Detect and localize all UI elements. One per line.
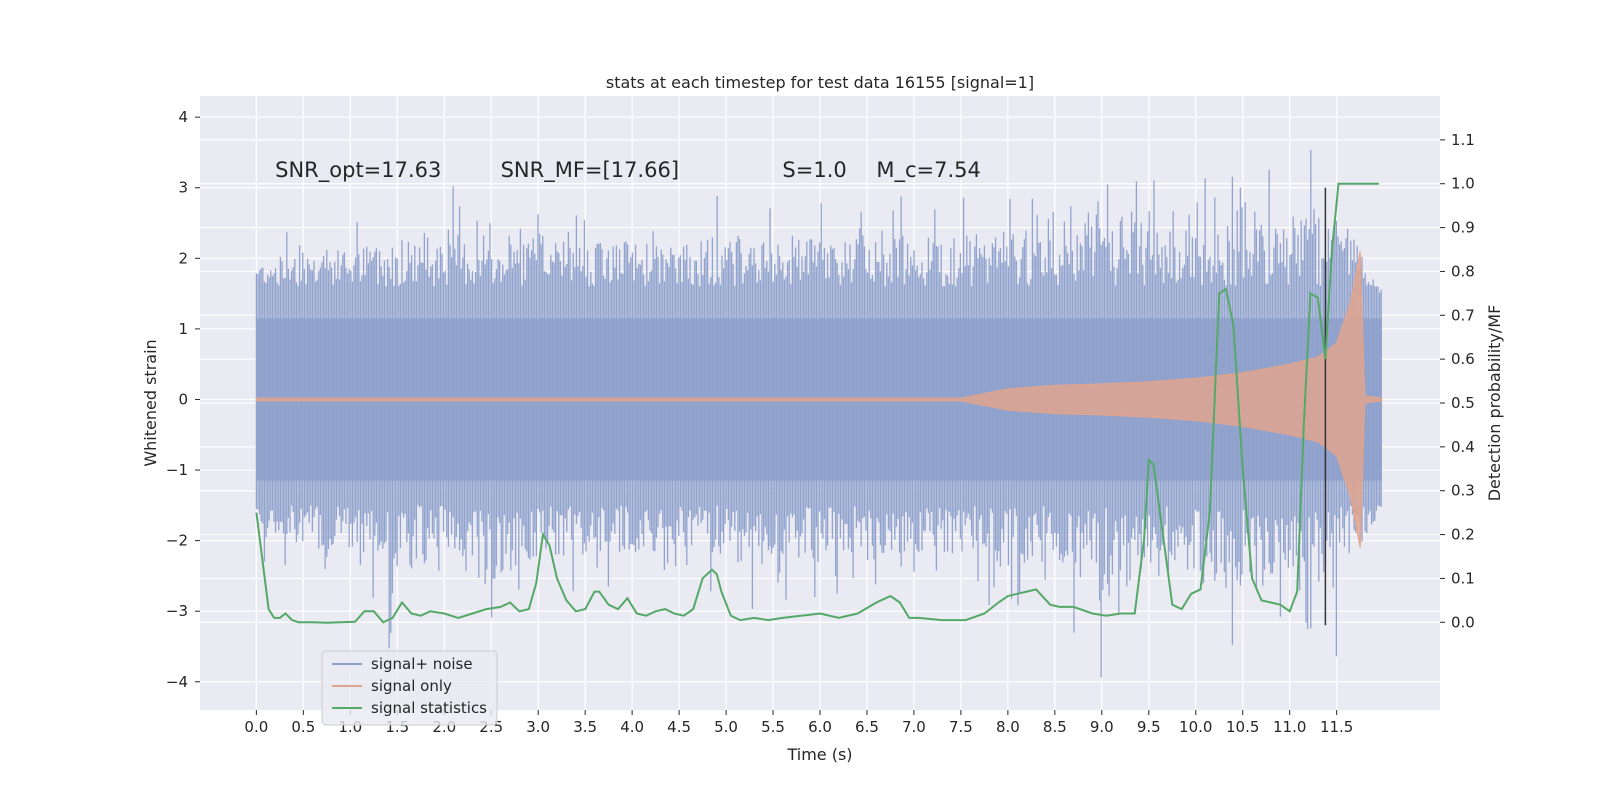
x-tick-label: 6.0 [808,718,832,736]
annotation-text: SNR_MF=[17.66] [501,158,679,183]
y-right-tick-label: 1.1 [1451,131,1475,149]
x-tick-label: 4.0 [620,718,644,736]
legend: signal+ noise signal only signal statist… [321,650,498,726]
y-right-tick-label: 0.1 [1451,569,1475,587]
y-tick-label: 2 [178,249,188,267]
y-tick-label: 1 [178,320,188,338]
x-axis-label: Time (s) [786,745,852,764]
y-right-tick-label: 1.0 [1451,175,1475,193]
annotation-text: SNR_opt=17.63 [275,158,441,183]
x-tick-label: 8.5 [1043,718,1067,736]
signal-envelope [255,251,1383,548]
y-right-tick-label: 0.7 [1451,306,1475,324]
y-axis-left: −4 −3 −2 −1 0 1 2 3 4 [166,108,200,691]
x-tick-label: 10.5 [1226,718,1259,736]
x-tick-label: 10.0 [1179,718,1212,736]
y-right-tick-label: 0.2 [1451,526,1475,544]
x-tick-label: 3.0 [526,718,550,736]
stats-line [255,182,1379,624]
y-tick-label: −4 [166,673,188,691]
annotation-text: S=1.0 [782,158,846,182]
y-right-tick-label: 0.6 [1451,350,1475,368]
legend-box [321,650,498,726]
series-signal-statistics [255,182,1379,624]
x-tick-label: 8.0 [996,718,1020,736]
y-right-tick-label: 0.3 [1451,482,1475,500]
y-tick-label: 4 [178,108,188,126]
y-right-tick-label: 0.8 [1451,262,1475,280]
y-axis-right: 0.0 0.1 0.2 0.3 0.4 0.5 0.6 0.7 0.8 0.9 1.0 1.1 [1440,131,1475,631]
y-right-tick-label: 0.0 [1451,613,1475,631]
y-right-tick-label: 0.5 [1451,394,1475,412]
x-tick-label: 0.5 [291,718,315,736]
y-axis-label-right: Detection probability/MF [1485,305,1504,502]
y-tick-label: −2 [166,532,188,550]
x-tick-label: 7.0 [902,718,926,736]
y-tick-label: −1 [166,461,188,479]
x-tick-label: 11.5 [1320,718,1353,736]
legend-label-noise: signal+ noise [371,655,473,673]
x-tick-label: 0.0 [244,718,268,736]
x-tick-label: 5.0 [714,718,738,736]
x-tick-label: 9.0 [1090,718,1114,736]
x-tick-label: 5.5 [761,718,785,736]
legend-label-stats: signal statistics [371,699,487,717]
y-tick-label: 3 [178,179,188,197]
y-tick-label: −3 [166,602,188,620]
annotations: SNR_opt=17.63 SNR_MF=[17.66] S=1.0 M_c=7.54 [275,158,981,183]
annotation-text: M_c=7.54 [876,158,981,183]
chart-title: stats at each timestep for test data 161… [606,73,1034,92]
series-signal-only [255,251,1383,548]
legend-label-signal: signal only [371,677,452,695]
x-tick-label: 6.5 [855,718,879,736]
y-tick-label: 0 [178,390,188,408]
x-tick-label: 4.5 [667,718,691,736]
y-axis-label: Whitened strain [141,339,160,466]
x-tick-label: 7.5 [949,718,973,736]
y-right-tick-label: 0.4 [1451,438,1475,456]
x-tick-label: 11.0 [1273,718,1306,736]
x-tick-label: 3.5 [573,718,597,736]
x-tick-label: 9.5 [1137,718,1161,736]
y-right-tick-label: 0.9 [1451,219,1475,237]
